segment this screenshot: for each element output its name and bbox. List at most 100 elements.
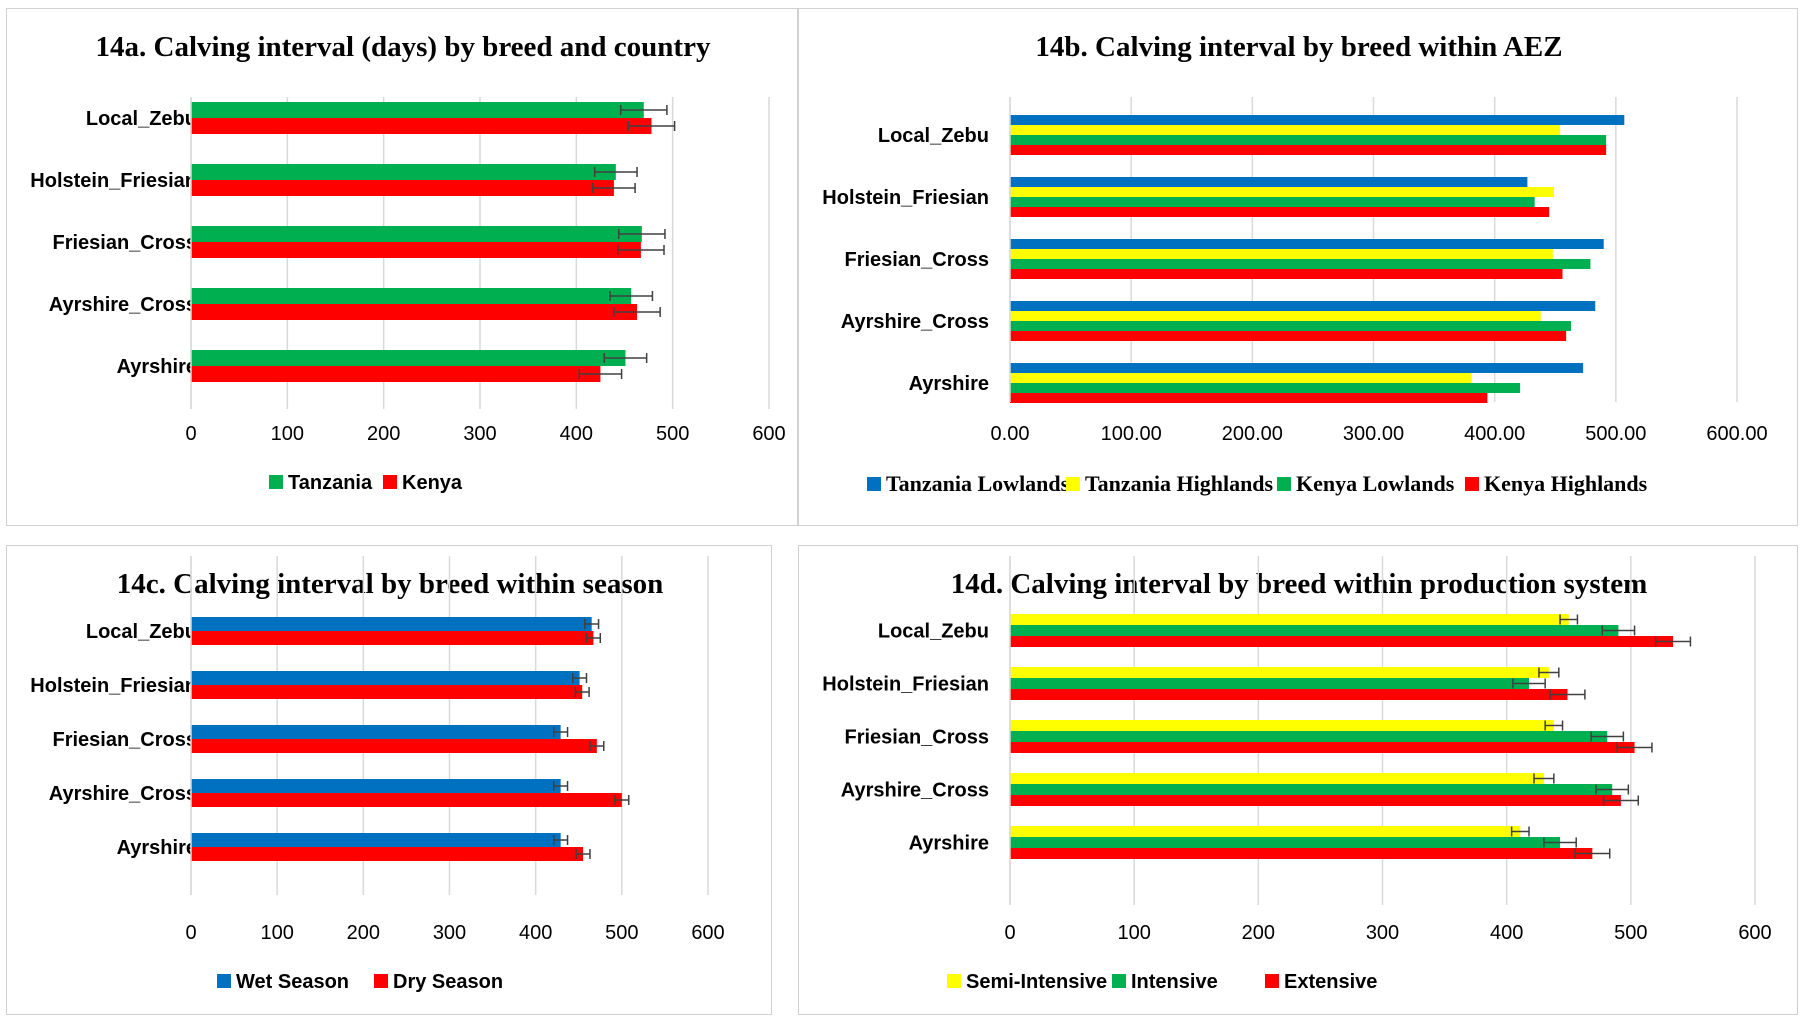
bar	[191, 304, 638, 320]
bar	[1010, 393, 1488, 403]
bar	[1010, 667, 1549, 678]
category-label: Friesian_Cross	[52, 232, 197, 254]
bar	[1010, 742, 1635, 753]
legend-label: Dry Season	[393, 971, 503, 993]
legend-swatch	[1465, 477, 1479, 491]
x-tick-label: 600	[1738, 922, 1771, 944]
bar	[191, 739, 597, 753]
chart-panel-14c: 14c. Calving interval by breed within se…	[6, 545, 772, 1015]
category-label: Holstein_Friesian	[30, 675, 197, 697]
bar	[1010, 383, 1521, 393]
bar	[191, 288, 632, 304]
bar	[1010, 331, 1567, 341]
legend-label: Tanzania Lowlands	[886, 471, 1070, 496]
x-tick-label: 500	[605, 922, 638, 944]
legend-swatch	[269, 475, 283, 489]
bar	[1010, 678, 1530, 689]
bar	[191, 671, 580, 685]
legend-label: Intensive	[1131, 971, 1218, 993]
category-label: Friesian_Cross	[844, 727, 989, 749]
legend-swatch	[374, 974, 388, 988]
category-label: Local_Zebu	[878, 621, 989, 643]
category-label: Ayrshire_Cross	[49, 294, 197, 316]
bar	[1010, 239, 1604, 249]
category-label: Holstein_Friesian	[822, 674, 989, 696]
bar	[1010, 115, 1625, 125]
legend-label: Kenya Highlands	[1484, 471, 1648, 496]
bar	[191, 631, 594, 645]
x-tick-label: 200.00	[1222, 423, 1283, 445]
x-tick-label: 100	[260, 922, 293, 944]
bar	[1010, 614, 1569, 625]
category-label: Friesian_Cross	[844, 249, 989, 271]
x-tick-label: 200	[347, 922, 380, 944]
legend-swatch	[1277, 477, 1291, 491]
bar	[1010, 187, 1555, 197]
category-label: Friesian_Cross	[52, 729, 197, 751]
bar	[191, 779, 561, 793]
legend-label: Semi-Intensive	[966, 971, 1107, 993]
bar	[1010, 311, 1541, 321]
chart-panel-14a: 14a. Calving interval (days) by breed an…	[6, 8, 798, 526]
category-label: Ayrshire_Cross	[841, 311, 989, 333]
chart-title: 14d. Calving interval by breed within pr…	[951, 568, 1648, 600]
chart-title: 14b. Calving interval by breed within AE…	[1035, 31, 1562, 63]
bar	[1010, 125, 1561, 135]
x-tick-label: 300	[1366, 922, 1399, 944]
bar	[1010, 135, 1607, 145]
x-tick-label: 0	[185, 423, 196, 445]
bar	[191, 617, 592, 631]
legend-label: Kenya	[402, 472, 463, 494]
x-tick-label: 400	[560, 423, 593, 445]
bar	[191, 242, 641, 258]
chart-panel-14b: 14b. Calving interval by breed within AE…	[798, 8, 1798, 526]
bar	[191, 226, 642, 242]
bar	[191, 793, 622, 807]
legend-swatch	[1265, 974, 1279, 988]
bar	[1010, 373, 1472, 383]
bar	[191, 833, 561, 847]
bar	[1010, 826, 1521, 837]
bar	[1010, 269, 1563, 279]
bar	[1010, 259, 1591, 269]
category-label: Ayrshire	[909, 833, 989, 855]
bar	[1010, 837, 1561, 848]
category-label: Local_Zebu	[878, 125, 989, 147]
x-tick-label: 600	[752, 423, 785, 445]
category-label: Ayrshire_Cross	[841, 780, 989, 802]
legend-label: Wet Season	[236, 971, 349, 993]
bar	[1010, 207, 1550, 217]
x-tick-label: 500.00	[1585, 423, 1646, 445]
legend-label: Tanzania	[288, 472, 373, 494]
bar	[1010, 249, 1553, 259]
bar	[191, 725, 561, 739]
bar	[191, 350, 626, 366]
bar	[1010, 636, 1674, 647]
bar	[1010, 625, 1619, 636]
bar	[1010, 773, 1544, 784]
legend-swatch	[1066, 477, 1080, 491]
bar	[1010, 197, 1535, 207]
chart-14b: 14b. Calving interval by breed within AE…	[822, 31, 1767, 496]
legend-label: Extensive	[1284, 971, 1377, 993]
x-tick-label: 200	[1242, 922, 1275, 944]
bar	[1010, 720, 1554, 731]
x-tick-label: 500	[656, 423, 689, 445]
x-tick-label: 600	[691, 922, 724, 944]
chart-title: 14c. Calving interval by breed within se…	[117, 568, 663, 600]
bar	[1010, 731, 1608, 742]
bar	[191, 847, 584, 861]
category-label: Ayrshire	[117, 837, 197, 859]
x-tick-label: 100	[1117, 922, 1150, 944]
bar	[191, 685, 583, 699]
bar	[1010, 848, 1593, 859]
chart-panel-14d: 14d. Calving interval by breed within pr…	[798, 545, 1798, 1015]
bar	[191, 366, 601, 382]
bar	[1010, 321, 1572, 331]
bar	[1010, 301, 1596, 311]
bar	[191, 102, 644, 118]
chart-14a: 14a. Calving interval (days) by breed an…	[30, 31, 785, 494]
legend-swatch	[217, 974, 231, 988]
legend-label: Tanzania Highlands	[1085, 471, 1274, 496]
x-tick-label: 200	[367, 423, 400, 445]
